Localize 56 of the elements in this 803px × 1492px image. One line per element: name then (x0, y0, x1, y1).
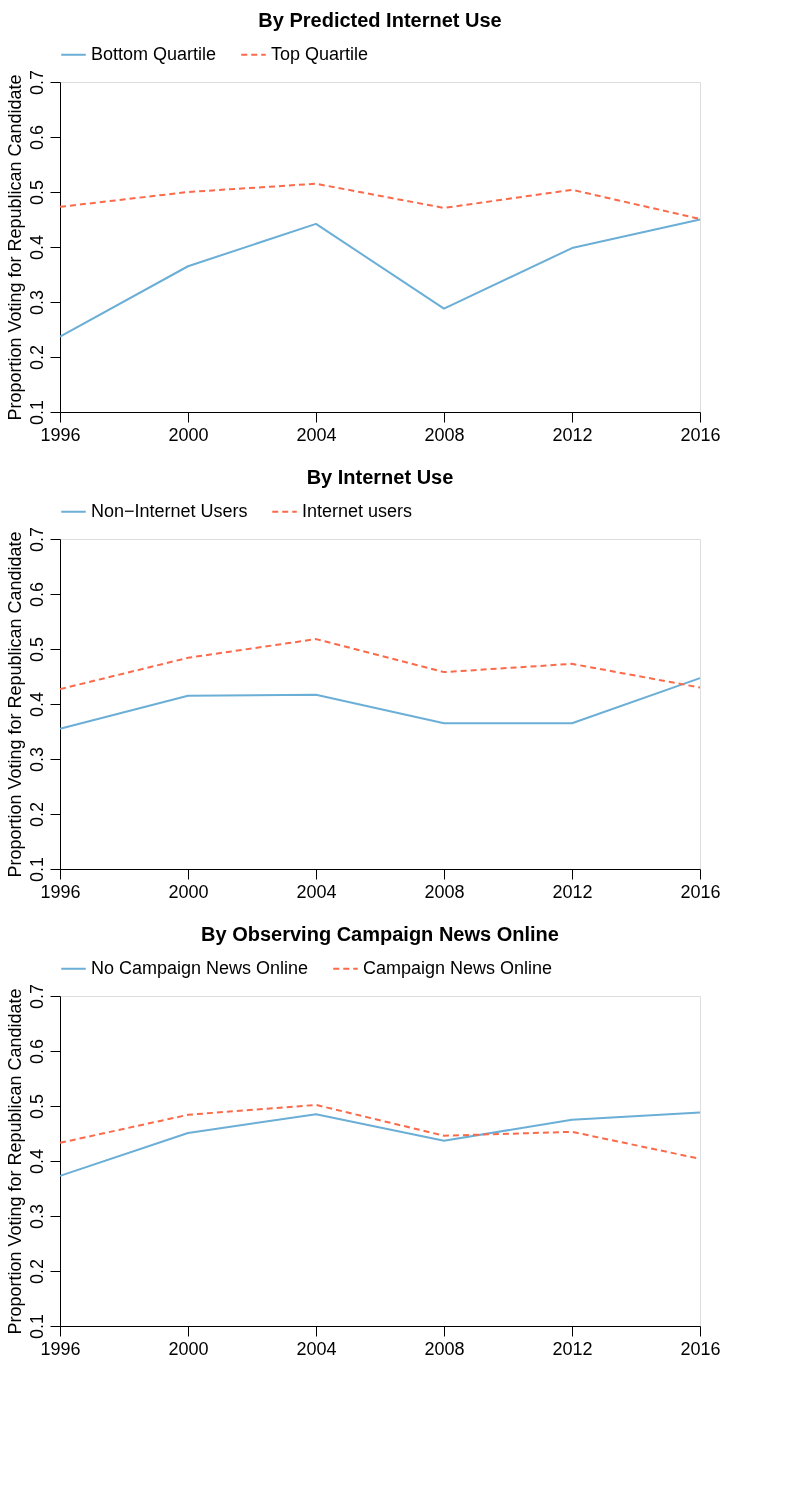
x-tick-label: 2000 (168, 881, 209, 902)
legend-label: Campaign News Online (363, 957, 553, 978)
line-series (59, 638, 701, 691)
y-axis-title: Proportion Voting for Republican Candidate (4, 531, 25, 878)
x-tick-label: 2000 (168, 424, 209, 445)
y-tick-label: 0.2 (26, 344, 47, 371)
x-tick-label: 2008 (424, 881, 465, 902)
y-tick-label: 0.6 (26, 581, 47, 608)
y-tick-label: 0.5 (26, 179, 47, 206)
y-tick-label: 0.7 (26, 526, 47, 553)
legend-label: Non−Internet Users (91, 500, 248, 521)
line-series (59, 677, 701, 730)
line-series (59, 182, 701, 220)
y-tick-label: 0.1 (26, 856, 47, 883)
y-tick-label: 0.2 (26, 801, 47, 828)
legend-label: Top Quartile (271, 43, 369, 64)
x-tick-label: 2016 (680, 1338, 721, 1359)
y-tick-label: 0.7 (26, 983, 47, 1010)
x-tick-label: 2012 (552, 881, 593, 902)
y-tick-label: 0.4 (26, 1148, 47, 1175)
y-tick-label: 0.1 (26, 1313, 47, 1340)
x-tick-label: 2008 (424, 1338, 465, 1359)
y-tick-label: 0.2 (26, 1258, 47, 1285)
chart-title: By Observing Campaign News Online (201, 923, 559, 945)
chart-title: By Predicted Internet Use (258, 9, 502, 31)
x-tick-label: 1996 (40, 424, 81, 445)
y-tick-label: 0.5 (26, 636, 47, 663)
y-axis-title: Proportion Voting for Republican Candidate (4, 74, 25, 421)
x-tick-label: 2012 (552, 424, 593, 445)
x-tick-label: 2016 (680, 424, 721, 445)
x-tick-label: 1996 (40, 1338, 81, 1359)
x-tick-label: 2004 (296, 881, 337, 902)
y-tick-label: 0.6 (26, 1038, 47, 1065)
y-tick-label: 0.7 (26, 69, 47, 96)
x-tick-label: 2004 (296, 1338, 337, 1359)
x-tick-label: 2008 (424, 424, 465, 445)
x-tick-label: 2012 (552, 1338, 593, 1359)
y-tick-label: 0.4 (26, 234, 47, 261)
legend-label: Internet users (302, 500, 413, 521)
y-tick-label: 0.3 (26, 289, 47, 316)
x-tick-label: 2016 (680, 881, 721, 902)
legend-label: Bottom Quartile (91, 43, 217, 64)
line-series (59, 1111, 701, 1177)
y-tick-label: 0.4 (26, 691, 47, 718)
x-tick-label: 1996 (40, 881, 81, 902)
y-tick-label: 0.5 (26, 1093, 47, 1120)
chart-title: By Internet Use (306, 466, 454, 488)
x-tick-label: 2004 (296, 424, 337, 445)
legend-label: No Campaign News Online (91, 957, 309, 978)
line-series (59, 218, 701, 338)
y-axis-title: Proportion Voting for Republican Candidate (4, 988, 25, 1335)
y-tick-label: 0.1 (26, 399, 47, 426)
x-tick-label: 2000 (168, 1338, 209, 1359)
y-tick-label: 0.3 (26, 746, 47, 773)
y-tick-label: 0.6 (26, 124, 47, 151)
y-tick-label: 0.3 (26, 1203, 47, 1230)
